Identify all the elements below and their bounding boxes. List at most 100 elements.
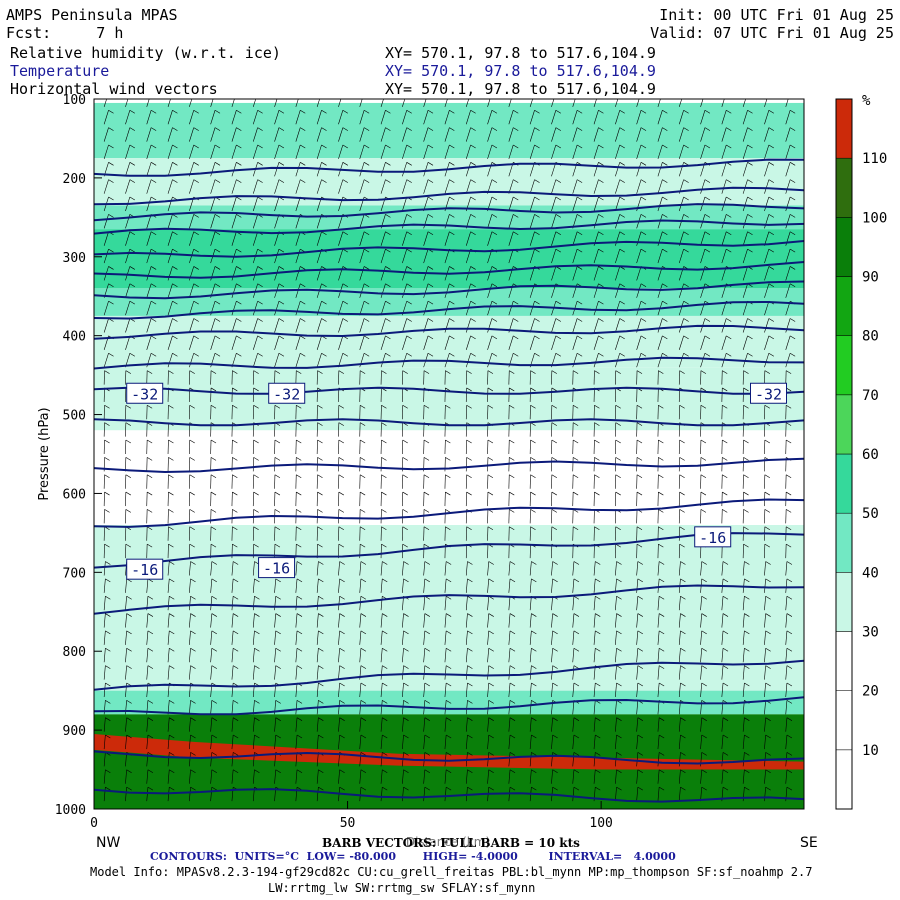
wind-barb-flag xyxy=(705,93,710,96)
wind-barb-staff xyxy=(487,335,493,350)
wind-barb-flag xyxy=(768,266,774,270)
wind-barb-staff xyxy=(146,318,152,333)
wind-barb-staff xyxy=(678,283,684,298)
x-tick-label: 0 xyxy=(90,816,98,831)
wind-barb-staff xyxy=(742,196,748,212)
wind-barb-flag xyxy=(210,405,217,409)
wind-barb-staff xyxy=(529,301,535,316)
wind-barb-staff xyxy=(615,630,617,645)
wind-barb-staff xyxy=(444,752,447,767)
wind-barb-flag xyxy=(359,491,366,496)
wind-barb-flag xyxy=(487,491,494,496)
wind-barb-staff xyxy=(423,179,429,194)
wind-barb-flag xyxy=(189,491,195,496)
wind-barb-staff xyxy=(721,682,724,698)
wind-barb-flag xyxy=(381,509,387,513)
wind-barb-flag xyxy=(598,127,604,131)
wind-barb-flag xyxy=(576,196,583,201)
wind-barb-flag xyxy=(150,335,157,340)
wind-barb-flag xyxy=(150,196,157,201)
wind-barb-flag xyxy=(680,613,686,617)
wind-barb-staff xyxy=(529,578,532,593)
wind-barb-staff xyxy=(402,196,408,212)
wind-barb-staff xyxy=(657,596,660,611)
wind-barb-staff xyxy=(508,630,511,645)
wind-barb-flag xyxy=(296,474,302,478)
wind-barb-staff xyxy=(529,561,532,576)
wind-barb-staff xyxy=(189,99,193,107)
wind-barb-staff xyxy=(167,283,173,298)
wind-barb-flag xyxy=(385,335,391,340)
wind-barb-flag xyxy=(172,352,178,357)
wind-barb-flag xyxy=(382,648,388,652)
wind-barb-staff xyxy=(593,578,596,593)
wind-barb-flag xyxy=(662,352,668,357)
wind-barb-staff xyxy=(231,717,234,732)
wind-barb-flag xyxy=(573,752,580,756)
wind-barb-flag xyxy=(236,179,242,183)
wind-barb-staff xyxy=(274,127,280,142)
wind-barb-staff xyxy=(167,266,173,281)
wind-barb-staff xyxy=(252,596,255,611)
wind-barb-flag xyxy=(722,491,728,496)
wind-barb-flag xyxy=(129,283,135,288)
wind-barb-staff xyxy=(764,735,766,750)
wind-barb-staff xyxy=(103,214,109,229)
wind-barb-staff xyxy=(167,752,170,767)
wind-barb-staff xyxy=(487,318,493,333)
wind-barb-flag xyxy=(172,93,177,96)
wind-barb-flag xyxy=(403,665,409,669)
wind-barb-flag xyxy=(637,682,643,687)
wind-barb-staff xyxy=(274,613,277,628)
wind-barb-flag xyxy=(466,526,472,531)
temperature-contour xyxy=(94,788,804,803)
wind-barb-flag xyxy=(576,214,583,218)
wind-barb-flag xyxy=(342,352,348,357)
wind-barb-staff xyxy=(423,283,429,298)
wind-barb-staff xyxy=(210,630,213,645)
temperature-label-box xyxy=(694,526,732,548)
wind-barb-staff xyxy=(252,630,255,645)
wind-barb-flag xyxy=(382,630,388,635)
wind-barb-flag xyxy=(534,248,540,253)
wind-barb-flag xyxy=(403,734,409,739)
wind-barb-staff xyxy=(338,596,340,611)
wind-barb-flag xyxy=(637,561,643,565)
wind-barb-flag xyxy=(662,179,668,183)
wind-barb-flag xyxy=(743,474,749,478)
wind-barb-staff xyxy=(167,231,173,246)
wind-barb-flag xyxy=(680,734,686,739)
wind-barb-staff xyxy=(338,578,340,593)
wind-barb-staff xyxy=(380,144,386,160)
wind-barb-flag xyxy=(701,717,707,721)
wind-barb-staff xyxy=(465,578,468,593)
wind-barb-flag xyxy=(193,335,199,340)
wind-barb-flag xyxy=(339,786,345,791)
wind-barb-flag xyxy=(215,93,220,96)
wind-barb-staff xyxy=(615,214,621,229)
wind-barb-flag xyxy=(449,231,455,235)
wind-barb-flag xyxy=(449,318,455,322)
wind-barb-staff xyxy=(380,735,383,750)
wind-barb-flag xyxy=(768,214,774,218)
wind-barb-flag xyxy=(150,283,157,288)
wind-barb-flag xyxy=(169,665,175,669)
wind-barb-flag xyxy=(339,630,345,635)
wind-barb-flag xyxy=(488,734,494,739)
wind-barb-staff xyxy=(231,110,237,125)
wind-barb-staff xyxy=(338,717,340,732)
wind-barb-flag xyxy=(722,769,729,774)
wind-barb-flag xyxy=(470,352,476,357)
wind-barb-flag xyxy=(662,318,668,322)
wind-barb-staff xyxy=(295,648,298,663)
wind-barb-flag xyxy=(360,648,367,652)
wind-barb-flag xyxy=(572,370,579,374)
wind-barb-flag xyxy=(190,595,196,600)
wind-barb-staff xyxy=(615,318,621,333)
wind-barb-flag xyxy=(551,474,557,478)
wind-barb-flag xyxy=(513,127,519,131)
wind-barb-flag xyxy=(552,717,558,721)
wind-barb-flag xyxy=(104,509,110,513)
wind-barb-staff xyxy=(167,144,173,160)
